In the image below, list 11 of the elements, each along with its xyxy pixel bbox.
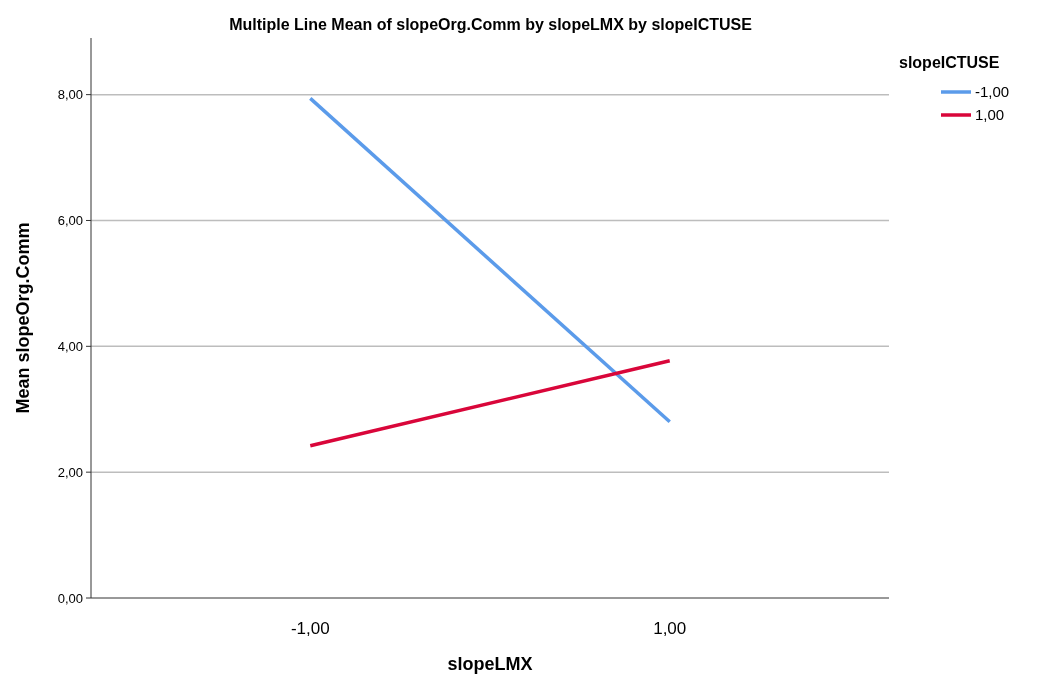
y-tick-label: 4,00 (57, 338, 83, 354)
legend-label: 1,00 (975, 106, 1005, 124)
legend-title: slopeICTUSE (899, 54, 1000, 71)
x-axis-title: slopeLMX (447, 654, 533, 674)
chart-title: Multiple Line Mean of slopeOrg.Comm by slopeLMX by slopeICTUSE (229, 16, 753, 33)
y-tick-label: 0,00 (57, 590, 83, 606)
y-axis-title: Mean slopeOrg.Comm (13, 222, 33, 414)
y-tick-label: 6,00 (57, 213, 83, 229)
y-tick-label: 8,00 (57, 87, 83, 103)
y-tick-label: 2,00 (57, 464, 83, 480)
legend-label: -1,00 (975, 83, 1010, 101)
